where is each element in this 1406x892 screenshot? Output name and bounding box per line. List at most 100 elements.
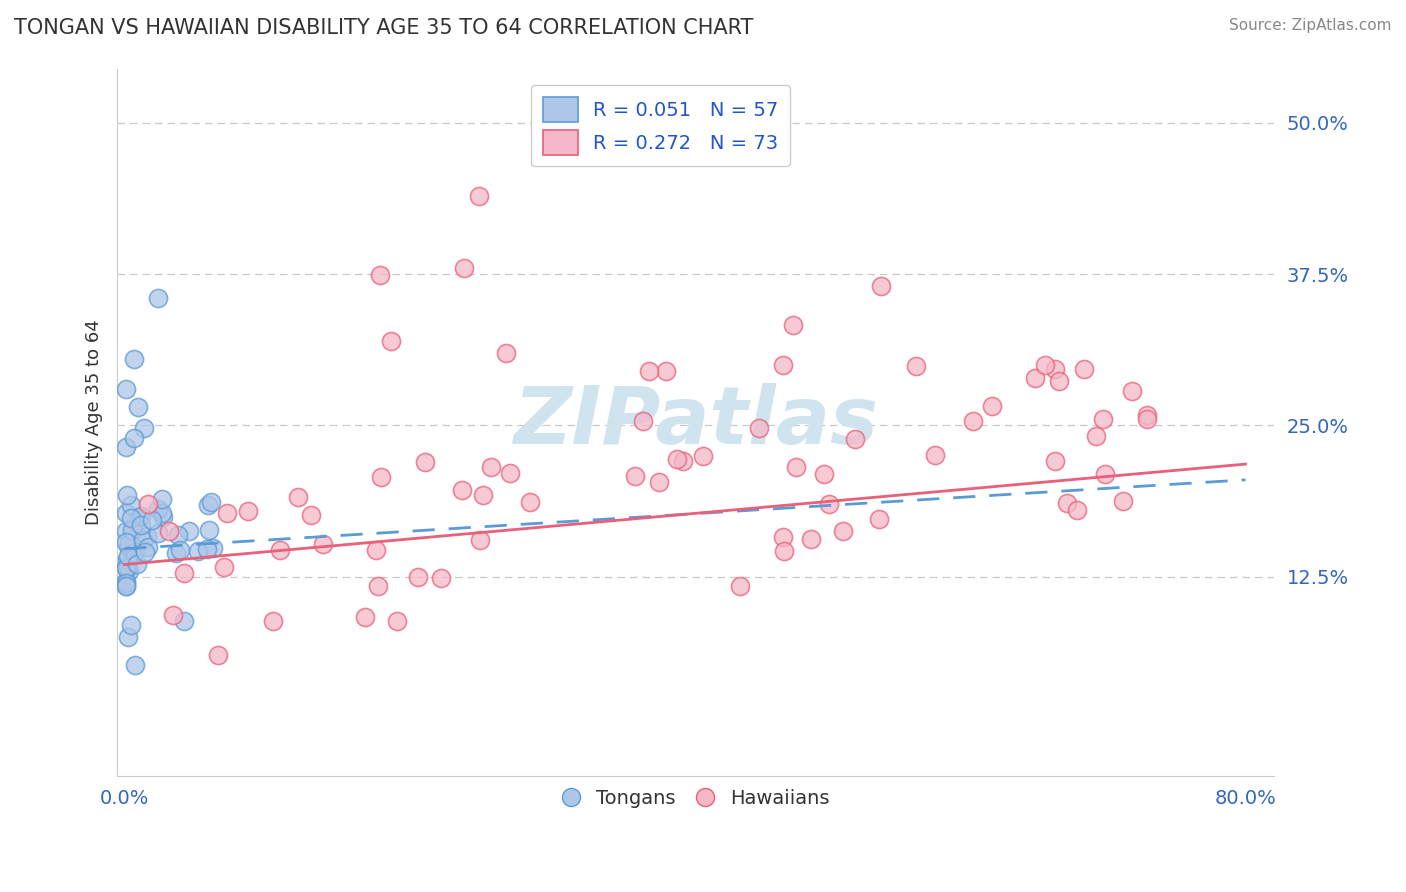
Point	[117, 630, 139, 644]
Point	[152, 510, 174, 524]
Point	[117, 560, 139, 574]
Point	[453, 261, 475, 276]
Point	[980, 399, 1002, 413]
Point	[124, 351, 146, 366]
Point	[136, 540, 159, 554]
Point	[665, 452, 688, 467]
Text: Source: ZipAtlas.com: Source: ZipAtlas.com	[1229, 18, 1392, 33]
Point	[121, 546, 143, 560]
Point	[124, 545, 146, 559]
Point	[287, 490, 309, 504]
Point	[380, 334, 402, 348]
Point	[207, 648, 229, 663]
Point	[430, 571, 453, 585]
Point	[114, 576, 136, 591]
Point	[904, 359, 927, 374]
Point	[179, 524, 201, 538]
Point	[868, 512, 890, 526]
Point	[212, 559, 235, 574]
Point	[1047, 374, 1070, 388]
Point	[299, 508, 322, 522]
Point	[115, 524, 138, 539]
Point	[672, 453, 695, 467]
Point	[962, 414, 984, 428]
Point	[146, 501, 169, 516]
Point	[353, 609, 375, 624]
Point	[1085, 429, 1108, 443]
Point	[638, 364, 661, 378]
Point	[217, 506, 239, 520]
Point	[1135, 408, 1157, 422]
Point	[120, 498, 142, 512]
Point	[450, 483, 472, 497]
Point	[748, 421, 770, 435]
Point	[468, 188, 491, 202]
Point	[1056, 496, 1078, 510]
Point	[146, 525, 169, 540]
Point	[118, 535, 141, 549]
Point	[118, 564, 141, 578]
Point	[169, 542, 191, 557]
Point	[115, 488, 138, 502]
Point	[269, 542, 291, 557]
Point	[134, 545, 156, 559]
Point	[648, 475, 671, 489]
Point	[1091, 412, 1114, 426]
Point	[470, 533, 492, 547]
Point	[141, 513, 163, 527]
Point	[128, 509, 150, 524]
Point	[131, 509, 153, 524]
Point	[924, 448, 946, 462]
Point	[124, 516, 146, 530]
Point	[124, 657, 146, 672]
Point	[115, 574, 138, 588]
Point	[413, 455, 436, 469]
Point	[122, 431, 145, 445]
Legend: Tongans, Hawaiians: Tongans, Hawaiians	[554, 781, 838, 816]
Point	[129, 518, 152, 533]
Point	[370, 469, 392, 483]
Point	[1066, 503, 1088, 517]
Point	[167, 528, 190, 542]
Point	[370, 268, 392, 283]
Point	[195, 542, 218, 557]
Point	[364, 542, 387, 557]
Point	[134, 421, 156, 435]
Point	[115, 552, 138, 566]
Point	[785, 459, 807, 474]
Point	[114, 578, 136, 592]
Point	[654, 364, 676, 378]
Point	[772, 358, 794, 372]
Point	[115, 579, 138, 593]
Point	[495, 346, 517, 360]
Point	[157, 524, 180, 539]
Point	[471, 488, 494, 502]
Point	[385, 614, 408, 628]
Point	[1024, 370, 1046, 384]
Point	[114, 382, 136, 396]
Point	[135, 529, 157, 543]
Point	[262, 615, 284, 629]
Point	[197, 498, 219, 512]
Point	[844, 432, 866, 446]
Point	[624, 469, 647, 483]
Point	[114, 561, 136, 575]
Point	[818, 497, 841, 511]
Point	[117, 549, 139, 564]
Point	[813, 467, 835, 481]
Point	[728, 579, 751, 593]
Point	[236, 504, 259, 518]
Point	[870, 279, 893, 293]
Point	[832, 524, 855, 538]
Point	[200, 495, 222, 509]
Point	[1121, 384, 1143, 399]
Point	[115, 560, 138, 574]
Point	[120, 511, 142, 525]
Point	[132, 533, 155, 547]
Point	[633, 414, 655, 428]
Point	[120, 618, 142, 632]
Point	[121, 523, 143, 537]
Point	[1033, 358, 1056, 372]
Point	[406, 570, 429, 584]
Point	[773, 544, 796, 558]
